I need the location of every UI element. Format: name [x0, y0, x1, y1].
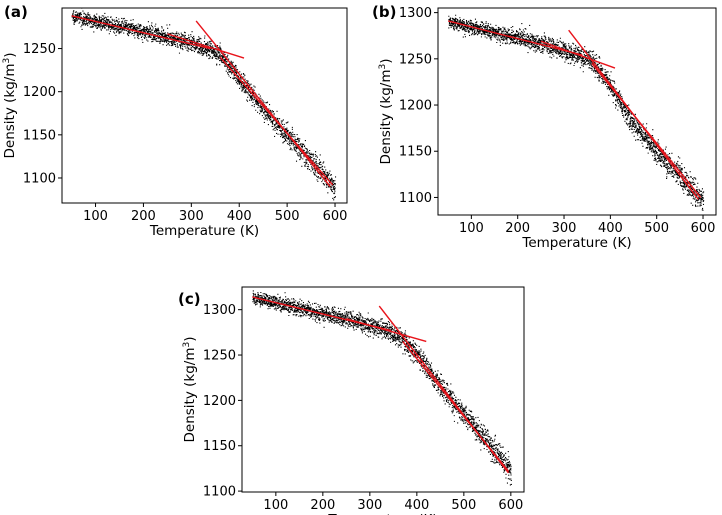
plot-frame [61, 7, 348, 204]
x-tick-label: 400 [227, 209, 252, 224]
panel-2: 100 200 300 400 500 600 1100 1150 1200 1250 1300 Te… [178, 286, 525, 515]
y-tick-label: 1250 [399, 52, 432, 67]
x-tick-label: 200 [505, 221, 530, 236]
y-axis-label-superscript: 3 [182, 342, 192, 348]
y-tick-label: 1150 [399, 145, 432, 160]
x-tick-label: 300 [552, 221, 577, 236]
x-tick-label: 400 [598, 221, 623, 236]
x-tick-label: 600 [498, 498, 523, 513]
x-tick-label: 100 [459, 221, 484, 236]
x-tick-label: 500 [644, 221, 669, 236]
y-tick-label: 1200 [23, 85, 56, 100]
y-tick-label: 1300 [203, 303, 236, 318]
y-tick-label: 1200 [399, 99, 432, 114]
x-tick-label: 500 [275, 209, 300, 224]
y-tick-label: 1100 [23, 171, 56, 186]
y-axis-label-main: Density (kg/m [182, 348, 198, 443]
x-tick-label: 400 [404, 498, 429, 513]
panel-label: (c) [178, 290, 201, 308]
x-axis-label: Temperature (K) [149, 223, 259, 239]
y-tick-label: 1100 [399, 191, 432, 206]
x-tick-label: 600 [691, 221, 716, 236]
x-tick-label: 200 [310, 498, 335, 513]
x-tick-label: 600 [323, 209, 348, 224]
x-tick-label: 300 [179, 209, 204, 224]
panel-1: 100 200 300 400 500 600 1100 1150 1200 1250 1300 Te… [372, 3, 717, 251]
x-axis-label: Temperature (K) [327, 512, 437, 515]
data-point [252, 290, 512, 486]
x-tick-label: 500 [451, 498, 476, 513]
y-axis-label-close: ) [378, 59, 394, 64]
x-tick-label: 300 [357, 498, 382, 513]
x-tick-label: 200 [131, 209, 156, 224]
x-tick-label: 100 [83, 209, 108, 224]
y-axis-label-superscript: 3 [2, 58, 12, 64]
y-tick-label: 1150 [203, 439, 236, 454]
data-point [448, 14, 705, 215]
y-tick-label: 1200 [203, 394, 236, 409]
high-temperature-fit-line [568, 29, 699, 200]
y-axis-label: Density (kg/m3) [2, 53, 18, 159]
y-axis-label-main: Density (kg/m [2, 64, 18, 159]
scatter-points [71, 8, 337, 201]
fit-segment-0 [71, 15, 211, 50]
low-temperature-fit-line [167, 33, 245, 59]
panel-0: 100 200 300 400 500 600 1100 1150 1200 1250 Temper… [2, 3, 348, 239]
y-axis-label: Density (kg/m3) [182, 337, 198, 443]
y-tick-label: 1250 [203, 349, 236, 364]
panel-label: (a) [4, 3, 28, 21]
y-axis-label-superscript: 3 [378, 64, 388, 70]
x-axis-label: Temperature (K) [521, 235, 631, 251]
y-tick-label: 1100 [203, 485, 236, 500]
y-axis-label-close: ) [182, 337, 198, 342]
fit-segment-0 [448, 20, 583, 56]
scatter-points [252, 290, 512, 486]
y-axis-label-main: Density (kg/m [378, 70, 394, 165]
high-temperature-fit-line [195, 20, 331, 188]
panel-label: (b) [372, 3, 396, 21]
high-temperature-fit-line [378, 305, 510, 474]
low-temperature-fit-line [346, 318, 427, 343]
plot-frame [241, 286, 525, 493]
y-axis-label-close: ) [2, 53, 18, 58]
y-axis-label: Density (kg/m3) [378, 59, 394, 165]
y-tick-label: 1300 [399, 6, 432, 21]
y-tick-label: 1250 [23, 42, 56, 57]
y-tick-label: 1150 [23, 128, 56, 143]
plot-frame [437, 7, 717, 216]
scatter-points [448, 14, 705, 215]
data-point [71, 8, 337, 201]
low-temperature-fit-line [540, 40, 616, 69]
x-tick-label: 100 [263, 498, 288, 513]
